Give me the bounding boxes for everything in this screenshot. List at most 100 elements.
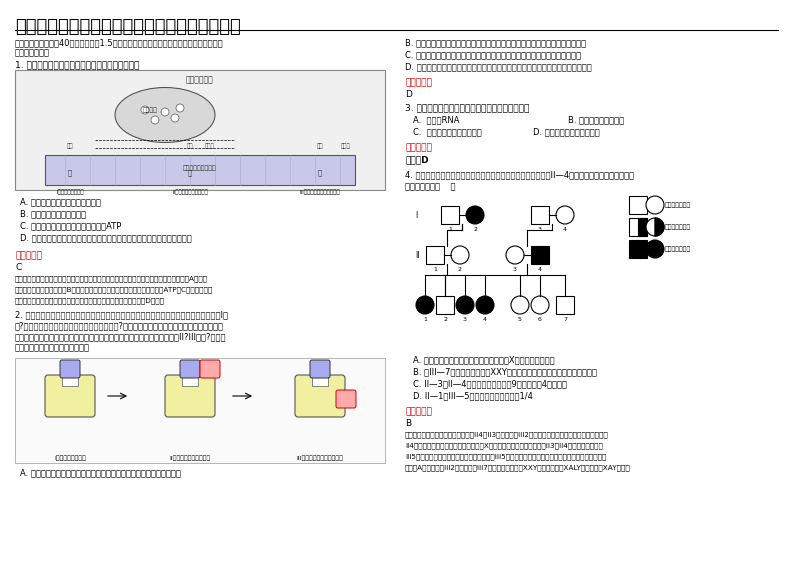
- Circle shape: [646, 240, 664, 258]
- Bar: [629, 196, 647, 214]
- Text: 体是由轴突末梢经过多次分支，最后每个分支末端膨大形成的结构，D正确。: 体是由轴突末梢经过多次分支，最后每个分支末端膨大形成的结构，D正确。: [15, 297, 165, 304]
- Text: 安徽省滁州市沙河中学高三生物联考试题含解析: 安徽省滁州市沙河中学高三生物联考试题含解析: [15, 18, 241, 36]
- Circle shape: [511, 296, 529, 314]
- Bar: [15, 70, 385, 190]
- FancyBboxPatch shape: [180, 360, 200, 378]
- Text: 题目要求的。）: 题目要求的。）: [15, 48, 50, 57]
- Text: III：非竞争性酶制剂作用图: III：非竞争性酶制剂作用图: [300, 189, 340, 195]
- Text: 4: 4: [538, 267, 542, 272]
- FancyBboxPatch shape: [336, 390, 356, 408]
- Text: C: C: [15, 263, 21, 272]
- Text: D. 此种情况有利于进一步增加生物体对酶活性的控制，避免了物质和能量的浪费。: D. 此种情况有利于进一步增加生物体对酶活性的控制，避免了物质和能量的浪费。: [405, 62, 592, 71]
- Text: 甲病男性、女性: 甲病男性、女性: [665, 224, 691, 230]
- Bar: [531, 206, 549, 224]
- Text: 参考答案：: 参考答案：: [405, 407, 432, 416]
- Text: 正常男性、女性: 正常男性、女性: [665, 202, 691, 208]
- Circle shape: [176, 104, 184, 112]
- FancyBboxPatch shape: [165, 375, 215, 417]
- Text: 参考答案：: 参考答案：: [405, 143, 432, 152]
- Text: 抑制剂: 抑制剂: [205, 143, 215, 149]
- Bar: [441, 206, 459, 224]
- Text: 1. 下图为神经肌肉接头模式图，下列分析错误的是: 1. 下图为神经肌肉接头模式图，下列分析错误的是: [15, 60, 140, 69]
- Text: 一、选择题（本题共40小题，每小题1.5分，在每小题给出的四个选项中，只有一项是符合: 一、选择题（本题共40小题，每小题1.5分，在每小题给出的四个选项中，只有一项是…: [15, 38, 224, 47]
- Text: 3. 细菌的质粒常被用做基因工程的运载体，是因为: 3. 细菌的质粒常被用做基因工程的运载体，是因为: [405, 103, 530, 112]
- Text: II4不携带甲病的致病基因，故甲病为伴X隐性遗传病；分析乙病，由于II3和II4个体不患乙病，而: II4不携带甲病的致病基因，故甲病为伴X隐性遗传病；分析乙病，由于II3和II4…: [405, 442, 603, 449]
- Text: 3: 3: [513, 267, 517, 272]
- Bar: [436, 296, 454, 314]
- Bar: [182, 376, 198, 386]
- Text: 2: 2: [443, 317, 447, 322]
- Text: 5: 5: [518, 317, 522, 322]
- Text: III: III: [415, 301, 422, 310]
- Ellipse shape: [115, 88, 215, 142]
- Text: B. 若III—7的性染色体组成为XXY，则产生异常生殖细胞的最可能是其母亲: B. 若III—7的性染色体组成为XXY，则产生异常生殖细胞的最可能是其母亲: [413, 367, 597, 376]
- Circle shape: [171, 114, 179, 122]
- Text: 2: 2: [473, 227, 477, 232]
- Circle shape: [556, 206, 574, 224]
- Text: III5患乙病，所以乙病为隐性遗传病，又由于III5患乙病，而父亲不患乙病，故乙病为常染色体隐性遗: III5患乙病，所以乙病为隐性遗传病，又由于III5患乙病，而父亲不患乙病，故乙…: [405, 453, 607, 459]
- Text: 底物: 底物: [67, 143, 73, 149]
- Text: 6: 6: [538, 317, 542, 322]
- Text: 2: 2: [458, 267, 462, 272]
- Text: 答案：D: 答案：D: [405, 155, 429, 164]
- Text: C.  质粒控制细菌的主要性状: C. 质粒控制细菌的主要性状: [413, 127, 482, 136]
- Text: 参考答案：: 参考答案：: [405, 78, 432, 87]
- Text: 2. 在生物化学反应中，当底物与酶的活性位点形成互补结构时，可催化底物发生变化，如图I所: 2. 在生物化学反应中，当底物与酶的活性位点形成互补结构时，可催化底物发生变化，…: [15, 310, 228, 319]
- Circle shape: [151, 116, 159, 124]
- Text: II：竞争性酶制剂作用图: II：竞争性酶制剂作用图: [172, 189, 208, 195]
- Polygon shape: [655, 218, 664, 236]
- Bar: [62, 376, 78, 386]
- FancyBboxPatch shape: [310, 360, 330, 378]
- Text: C. 存在竞争性抑制剂或非竞争性抑制剂时，增大底物浓度可减弱抑制剂的作用: C. 存在竞争性抑制剂或非竞争性抑制剂时，增大底物浓度可减弱抑制剂的作用: [405, 50, 581, 59]
- Bar: [531, 246, 549, 264]
- Bar: [629, 218, 647, 236]
- Text: 7: 7: [563, 317, 567, 322]
- Text: 酶: 酶: [188, 169, 192, 176]
- Text: D. 突触小体是由轴突末梢经过多次分支，最后每个分支末端膨大形成的结构: D. 突触小体是由轴突末梢经过多次分支，最后每个分支末端膨大形成的结构: [20, 233, 192, 242]
- Text: 1: 1: [423, 317, 427, 322]
- Text: B: B: [405, 419, 411, 428]
- Circle shape: [141, 106, 149, 114]
- Bar: [45, 155, 355, 185]
- Text: 突触小体: 突触小体: [143, 107, 158, 113]
- Text: A. 图中底物与酶活性位点互补时才能发挥催化作用，说明酶具有专一性: A. 图中底物与酶活性位点互补时才能发挥催化作用，说明酶具有专一性: [20, 468, 181, 477]
- Text: 传病，A错误；由于III2患甲病，若III7的性染色体组成为XXY，则基因型为XALY，其父亲为XAY，所以: 传病，A错误；由于III2患甲病，若III7的性染色体组成为XXY，则基因型为X…: [405, 464, 630, 471]
- Circle shape: [416, 296, 434, 314]
- Text: 乙病男性、女性: 乙病男性、女性: [665, 246, 691, 252]
- FancyBboxPatch shape: [60, 360, 80, 378]
- Text: 4: 4: [563, 227, 567, 232]
- Text: 3: 3: [463, 317, 467, 322]
- Circle shape: [531, 296, 549, 314]
- Circle shape: [456, 296, 474, 314]
- Text: II: II: [415, 251, 419, 260]
- Circle shape: [506, 246, 524, 264]
- Text: C. II—3与II—4的后代中理论上共有9种基因型和4种表现型: C. II—3与II—4的后代中理论上共有9种基因型和4种表现型: [413, 379, 567, 388]
- Text: 酶: 酶: [318, 169, 322, 176]
- Text: 神经递质的释放属于胞吐，B正确。神经递质在突触间隙中的移动不需要消耗ATP，C错误。突触小: 神经递质的释放属于胞吐，B正确。神经递质在突触间隙中的移动不需要消耗ATP，C错…: [15, 286, 213, 293]
- Text: 叙述正确的是（    ）: 叙述正确的是（ ）: [405, 182, 455, 191]
- FancyBboxPatch shape: [45, 375, 95, 417]
- Circle shape: [451, 246, 469, 264]
- Text: 4. 甲病和乙病均为单基因遗传病，某家族遗传家系图如下，其中II—4不携带甲病的致病基因。下列: 4. 甲病和乙病均为单基因遗传病，某家族遗传家系图如下，其中II—4不携带甲病的…: [405, 170, 634, 179]
- Text: 参考答案：: 参考答案：: [15, 251, 42, 260]
- Text: 抑制剂: 抑制剂: [341, 143, 351, 149]
- Text: 酶: 酶: [68, 169, 72, 176]
- FancyBboxPatch shape: [295, 375, 345, 417]
- Text: 据题意和图示分析可知：分析甲病，II4与II3正常而儿子III2患甲病，说明甲病为隐性遗传病，又由于: 据题意和图示分析可知：分析甲病，II4与II3正常而儿子III2患甲病，说明甲病…: [405, 431, 609, 438]
- Bar: [15, 358, 385, 463]
- Text: 底物: 底物: [316, 143, 324, 149]
- Circle shape: [161, 108, 169, 116]
- Text: A. 甲病为常染色体隐性遗传病，乙病为伴X染色体隐性遗传病: A. 甲病为常染色体隐性遗传病，乙病为伴X染色体隐性遗传病: [413, 355, 554, 364]
- Text: 1: 1: [448, 227, 452, 232]
- Bar: [629, 240, 647, 258]
- Text: A. 兴奋在神经肌肉接头处单向传递: A. 兴奋在神经肌肉接头处单向传递: [20, 197, 101, 206]
- Bar: [426, 246, 444, 264]
- Text: 神经肌肉接头: 神经肌肉接头: [186, 75, 214, 84]
- FancyBboxPatch shape: [200, 360, 220, 378]
- Text: 底物: 底物: [186, 143, 193, 149]
- Text: 4: 4: [483, 317, 487, 322]
- Circle shape: [646, 196, 664, 214]
- Text: I：正常酶的作用图: I：正常酶的作用图: [54, 455, 86, 461]
- Text: D: D: [405, 90, 412, 99]
- Text: I：正常酶的作用图: I：正常酶的作用图: [56, 189, 84, 195]
